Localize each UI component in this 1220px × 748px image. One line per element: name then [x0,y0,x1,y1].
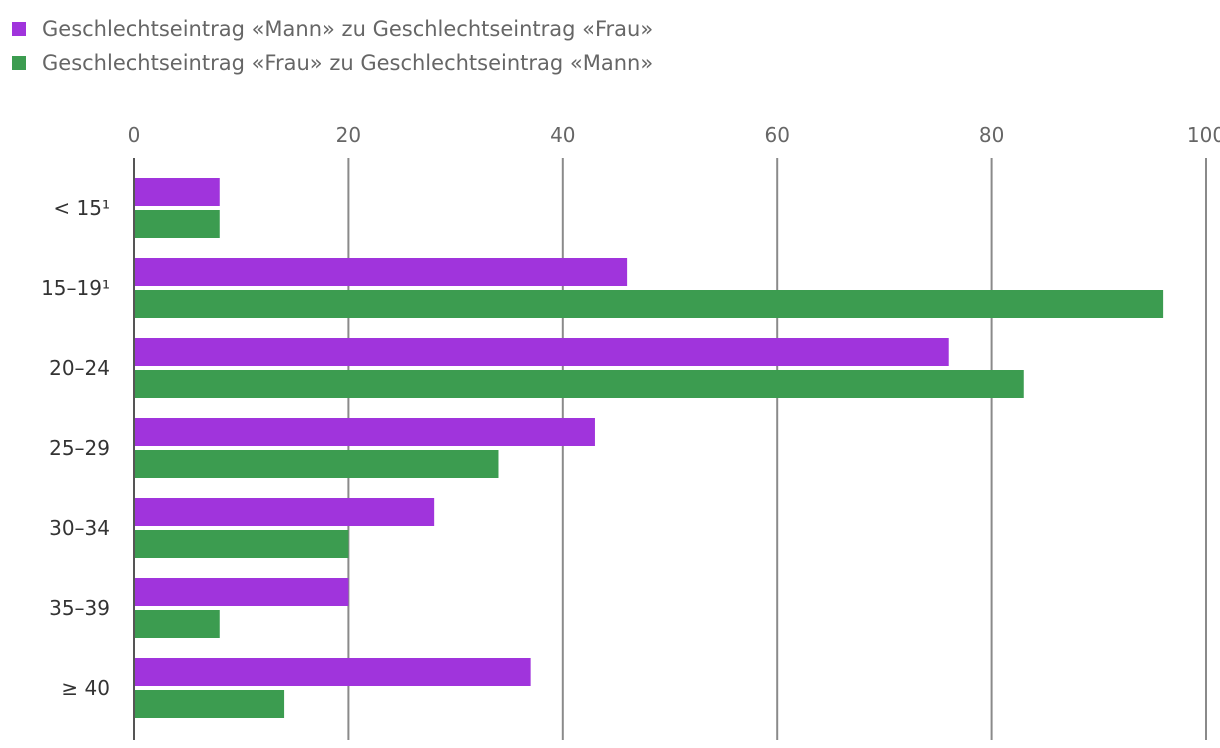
x-tick-label: 40 [550,123,575,147]
legend-label-mann-zu-frau: Geschlechtseintrag «Mann» zu Geschlechts… [42,17,654,41]
bar-mann-zu-frau [135,418,595,446]
category-label: < 15¹ [53,196,110,220]
category-label: 25–29 [49,436,110,460]
category-label: 20–24 [49,356,110,380]
bar-frau-zu-mann [135,530,349,558]
bar-mann-zu-frau [135,178,220,206]
bar-frau-zu-mann [135,450,499,478]
bar-frau-zu-mann [135,210,220,238]
legend-swatch-mann-zu-frau [12,22,26,36]
legend-item-frau-zu-mann: Geschlechtseintrag «Frau» zu Geschlechts… [12,46,653,80]
bar-mann-zu-frau [135,498,435,526]
x-tick-label: 80 [979,123,1004,147]
category-label: 35–39 [49,596,110,620]
bar-mann-zu-frau [135,338,949,366]
bar-frau-zu-mann [135,690,285,718]
legend-label-frau-zu-mann: Geschlechtseintrag «Frau» zu Geschlechts… [42,51,654,75]
bar-frau-zu-mann [135,610,220,638]
bar-frau-zu-mann [135,290,1164,318]
bar-mann-zu-frau [135,658,531,686]
chart-legend: Geschlechtseintrag «Mann» zu Geschlechts… [12,12,653,80]
category-label: 15–19¹ [41,276,110,300]
x-tick-label: 20 [336,123,361,147]
legend-item-mann-zu-frau: Geschlechtseintrag «Mann» zu Geschlechts… [12,12,653,46]
bar-frau-zu-mann [135,370,1024,398]
category-label: 30–34 [49,516,110,540]
x-tick-label: 60 [764,123,789,147]
category-label: ≥ 40 [61,676,110,700]
x-tick-label: 100 [1187,123,1220,147]
legend-swatch-frau-zu-mann [12,56,26,70]
bar-mann-zu-frau [135,578,349,606]
x-tick-label: 0 [128,123,141,147]
bar-mann-zu-frau [135,258,628,286]
